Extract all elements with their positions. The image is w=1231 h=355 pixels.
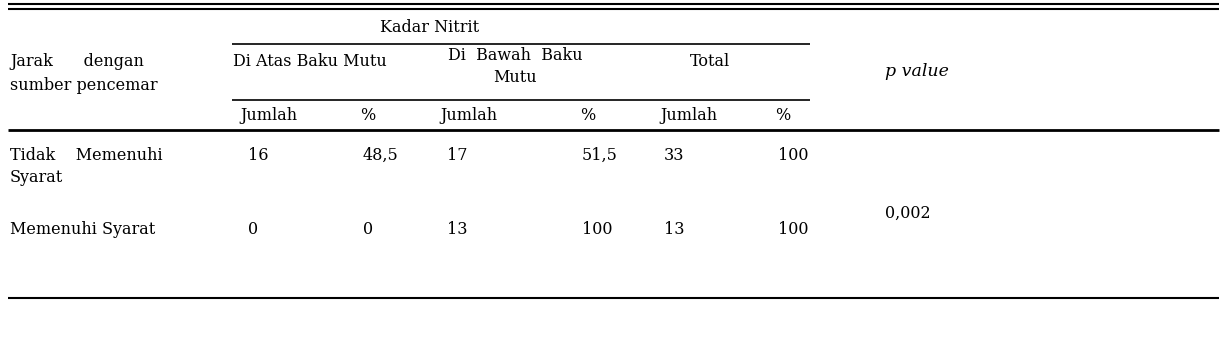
Text: 100: 100 <box>778 222 809 239</box>
Text: 0: 0 <box>247 222 259 239</box>
Text: %: % <box>580 108 596 125</box>
Text: 51,5: 51,5 <box>582 147 618 164</box>
Text: 17: 17 <box>447 147 468 164</box>
Text: 100: 100 <box>582 222 613 239</box>
Text: Jumlah: Jumlah <box>660 108 718 125</box>
Text: Jumlah: Jumlah <box>240 108 297 125</box>
Text: 0,002: 0,002 <box>885 204 931 222</box>
Text: 48,5: 48,5 <box>363 147 399 164</box>
Text: %: % <box>776 108 790 125</box>
Text: p value: p value <box>885 64 949 81</box>
Text: Jumlah: Jumlah <box>439 108 497 125</box>
Text: Tidak    Memenuhi: Tidak Memenuhi <box>10 147 162 164</box>
Text: sumber pencemar: sumber pencemar <box>10 76 158 93</box>
Text: 13: 13 <box>447 222 468 239</box>
Text: Kadar Nitrit: Kadar Nitrit <box>380 20 479 37</box>
Text: Di Atas Baku Mutu: Di Atas Baku Mutu <box>233 54 387 71</box>
Text: Memenuhi Syarat: Memenuhi Syarat <box>10 222 155 239</box>
Text: Syarat: Syarat <box>10 169 63 186</box>
Text: 100: 100 <box>778 147 809 164</box>
Text: Total: Total <box>691 54 730 71</box>
Text: 16: 16 <box>247 147 268 164</box>
Text: Di  Bawah  Baku: Di Bawah Baku <box>448 47 582 64</box>
Text: Mutu: Mutu <box>494 70 537 87</box>
Text: Jarak      dengan: Jarak dengan <box>10 54 144 71</box>
Text: 0: 0 <box>363 222 373 239</box>
Text: 33: 33 <box>664 147 684 164</box>
Text: %: % <box>359 108 375 125</box>
Text: 13: 13 <box>664 222 684 239</box>
